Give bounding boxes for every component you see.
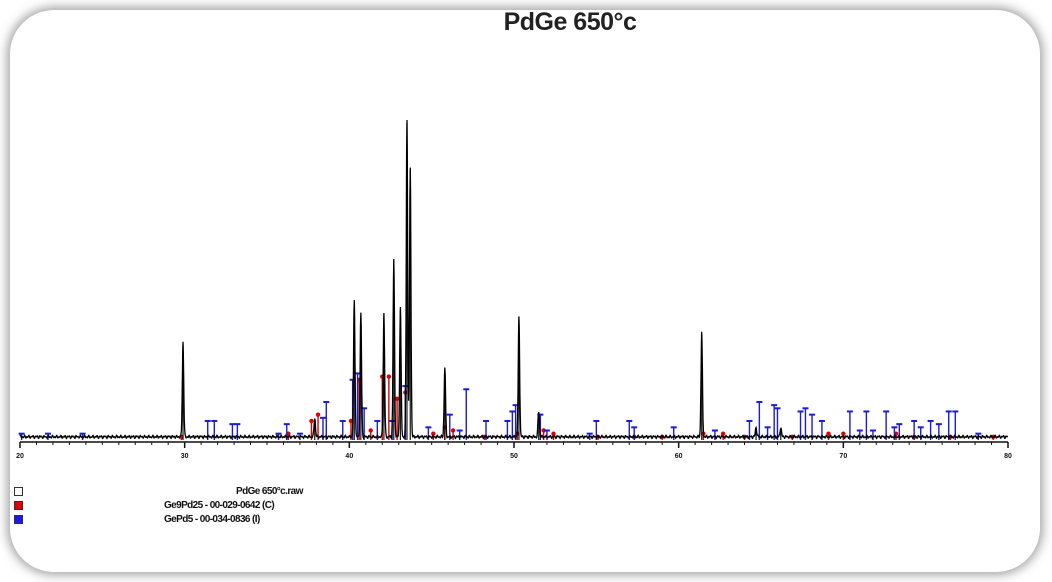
chart-title: PdGe 650°c bbox=[503, 8, 637, 36]
reference-stick-marker bbox=[315, 412, 321, 417]
reference-stick-marker bbox=[720, 431, 726, 436]
observed-pattern-line bbox=[19, 119, 1009, 440]
x-tick-label: 60 bbox=[675, 453, 683, 460]
legend-label-gepd5: GePd5 - 00-034-0836 (I) bbox=[164, 514, 260, 525]
reference-stick-marker bbox=[541, 428, 546, 433]
x-tick-label: 40 bbox=[345, 453, 353, 460]
reference-stick-marker bbox=[826, 431, 831, 436]
x-tick-label: 50 bbox=[510, 453, 518, 460]
x-tick-label: 70 bbox=[839, 453, 847, 460]
reference-stick-marker bbox=[386, 374, 392, 379]
chart-frame bbox=[10, 10, 1040, 572]
legend-swatch-observed bbox=[14, 487, 23, 496]
x-tick-label: 20 bbox=[16, 453, 24, 460]
observed-pattern bbox=[19, 119, 1009, 440]
gepd5-reference-sticks bbox=[18, 372, 982, 440]
x-tick-label: 80 bbox=[1004, 453, 1012, 460]
reference-stick-marker bbox=[394, 396, 400, 401]
reference-stick-marker bbox=[551, 431, 556, 436]
x-tick-label: 30 bbox=[181, 453, 189, 460]
legend-label-ge9pd25: Ge9Pd25 - 00-029-0642 (C) bbox=[164, 500, 275, 511]
legend-swatch-ge9pd25 bbox=[14, 501, 23, 510]
legend-swatch-gepd5 bbox=[14, 515, 23, 524]
reference-stick-marker bbox=[450, 428, 456, 433]
reference-stick-marker bbox=[841, 431, 846, 436]
reference-stick-marker bbox=[309, 418, 314, 424]
legend-label-observed: PdGe 650°c.raw bbox=[236, 486, 303, 497]
x-axis: 20 30 40 50 60 70 80 bbox=[16, 441, 1012, 460]
reference-stick-marker bbox=[368, 428, 373, 433]
reference-stick-marker bbox=[431, 431, 436, 436]
